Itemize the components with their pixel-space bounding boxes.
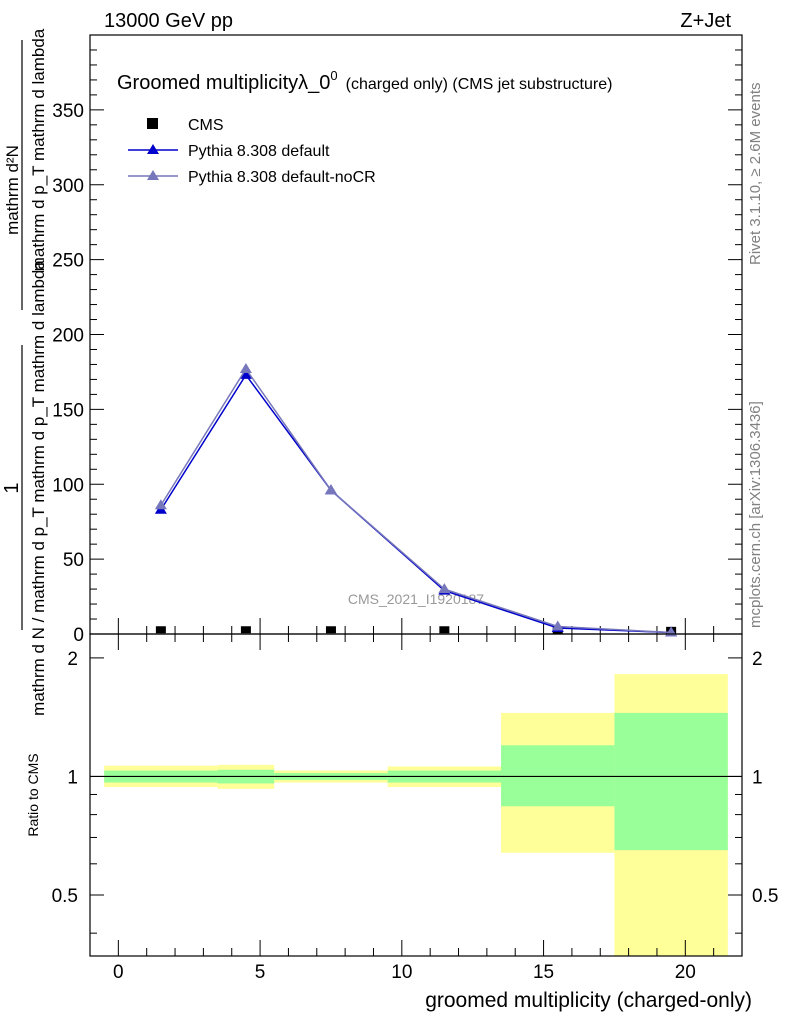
title-main: Groomed multiplicity: [117, 72, 298, 94]
main-y-tick-label: 350: [52, 101, 84, 122]
main-y-tick-label: 250: [52, 251, 84, 272]
nocr-data-point: [324, 484, 337, 495]
ratio-y-tick-label: 0.5: [52, 886, 78, 907]
mcplots-label: mcplots.cern.ch [arXiv:1306.3436]: [747, 401, 764, 628]
ratio-y-tick-label: 1: [752, 767, 763, 788]
main-y-tick-label: 200: [52, 326, 84, 347]
legend: CMS Pythia 8.308 default Pythia 8.308 de…: [128, 117, 376, 186]
header-right: Z+Jet: [680, 10, 731, 32]
ratio-plot: 0.5 0.5 1 1 2 2 0 5 10 15 20 Ratio to CMS: [25, 633, 778, 983]
legend-label-nocr: Pythia 8.308 default-noCR: [188, 169, 376, 186]
main-y-tick-label: 100: [52, 475, 84, 496]
ratio-x-tick-label: 10: [391, 962, 412, 983]
cms-data-point: [240, 626, 251, 634]
ratio-x-tick-label: 15: [533, 962, 554, 983]
title-lambda: λ_0: [298, 72, 330, 94]
main-y-tick-label: 0: [73, 625, 84, 646]
ratio-inner-band: [614, 712, 728, 851]
nocr-data-point: [438, 583, 451, 594]
ratio-y-tick-label: 1: [67, 767, 78, 788]
legend-label-cms: CMS: [188, 117, 224, 134]
main-y-tick-label: 50: [63, 550, 84, 571]
ylabel-numerator-right: mathrm d²N: [3, 145, 22, 235]
ratio-y-tick-label: 0.5: [752, 886, 778, 907]
ratio-x-ticks: 0 5 10 15 20: [113, 634, 715, 983]
ratio-x-tick-label: 0: [113, 962, 124, 983]
cms-data-point: [155, 626, 166, 634]
ratio-plot-frame: [89, 633, 743, 957]
nocr-data-point: [154, 499, 167, 510]
header-left: 13000 GeV pp: [104, 10, 233, 32]
legend-marker-nocr: [147, 170, 159, 180]
nocr-data-point: [239, 362, 252, 373]
main-y-tick-label: 150: [52, 400, 84, 421]
ylabel-denominator-left: mathrm d N / mathrm d p_T mathrm d p_T m…: [29, 260, 48, 716]
legend-marker-default: [147, 144, 159, 154]
cms-data-point: [439, 626, 450, 634]
ylabel-denominator-right: mathrm d p_T mathrm d lambda: [29, 28, 48, 271]
ratio-y-ticks: 0.5 0.5 1 1 2 2: [52, 649, 778, 934]
ratio-bands: [104, 674, 728, 956]
title-sub: (charged only) (CMS jet substructure): [346, 76, 613, 93]
main-y-tick-label: 300: [52, 176, 84, 197]
default-data-point: [239, 368, 252, 379]
x-axis-label: groomed multiplicity (charged-only): [425, 989, 752, 1012]
title-sup: 0: [330, 68, 337, 83]
ratio-y-tick-label: 2: [752, 649, 763, 670]
main-y-ticks: 0 50 100 150 200 250 300 350: [52, 49, 742, 646]
plot-title: Groomed multiplicityλ_00 (charged only) (…: [117, 68, 612, 94]
ratio-y-label: Ratio to CMS: [25, 753, 41, 836]
main-y-label: 1 mathrm d N / mathrm d p_T mathrm d p_T…: [1, 28, 48, 716]
main-plot: 0 50 100 150 200 250 300 350 CMS_2021_I1920187: [52, 34, 743, 646]
ylabel-numerator-left: 1: [1, 482, 23, 493]
legend-label-default: Pythia 8.308 default: [188, 143, 330, 160]
rivet-label: Rivet 3.1.10, ≥ 2.6M events: [747, 83, 764, 266]
legend-marker-cms: [147, 118, 158, 129]
ratio-inner-band: [501, 745, 615, 807]
ratio-x-tick-label: 20: [675, 962, 696, 983]
nocr-series-line: [160, 367, 672, 634]
cms-data-point: [325, 626, 336, 634]
ratio-y-tick-label: 2: [67, 649, 78, 670]
main-x-ticks: [117, 618, 715, 634]
watermark: CMS_2021_I1920187: [348, 591, 484, 607]
nocr-data-point: [551, 620, 564, 631]
ratio-x-tick-label: 5: [255, 962, 266, 983]
